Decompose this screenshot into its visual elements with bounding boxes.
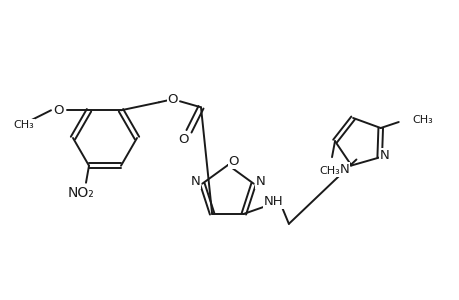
Text: O: O bbox=[228, 154, 239, 167]
Text: N: N bbox=[255, 175, 265, 188]
Text: O: O bbox=[54, 104, 64, 117]
Text: NO₂: NO₂ bbox=[67, 186, 94, 200]
Text: N: N bbox=[339, 163, 348, 176]
Text: NH: NH bbox=[263, 195, 283, 208]
Text: CH₃: CH₃ bbox=[412, 115, 432, 125]
Text: N: N bbox=[379, 149, 389, 162]
Text: O: O bbox=[168, 93, 178, 106]
Text: CH₃: CH₃ bbox=[319, 166, 340, 176]
Text: CH₃: CH₃ bbox=[14, 120, 34, 130]
Text: N: N bbox=[190, 175, 200, 188]
Text: O: O bbox=[179, 133, 189, 146]
